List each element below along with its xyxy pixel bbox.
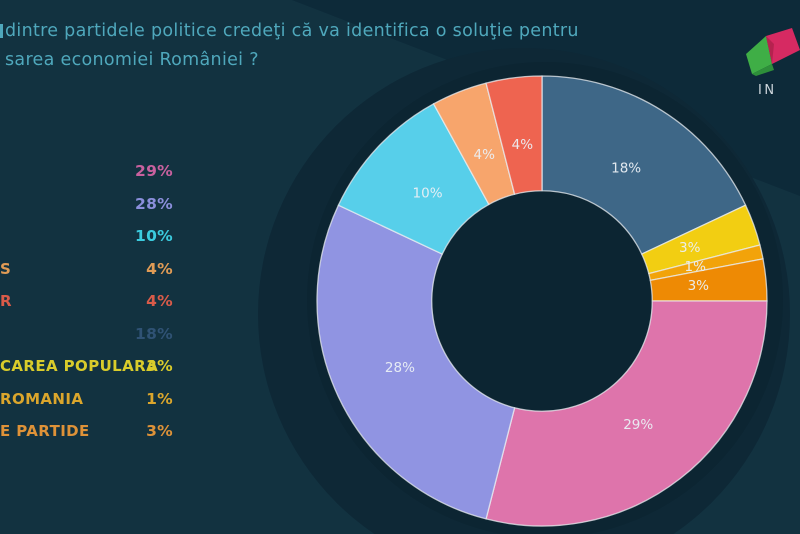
legend-percent: 3% (146, 357, 173, 376)
legend-row: 10% (0, 220, 176, 253)
slice-value-label: 4% (512, 137, 534, 153)
question-title: dintre partidele politice credeţi că va … (0, 17, 579, 75)
legend-percent: 4% (146, 259, 173, 278)
legend-percent: 3% (146, 422, 173, 441)
slice-value-label: 29% (623, 417, 653, 433)
slice-value-label: 28% (385, 360, 415, 376)
legend-row: S 4% (0, 253, 176, 286)
slice-value-label: 1% (685, 259, 707, 275)
legend-percent: 18% (134, 324, 173, 343)
donut-slice-29% (485, 300, 768, 527)
party-legend: 29% 28% 10% S 4% R 4% 18% CAREA POPULARA 3% ROMANI… (0, 155, 176, 448)
legend-row: E PARTIDE 3% (0, 415, 176, 448)
legend-percent: 28% (134, 194, 173, 213)
legend-percent: 4% (146, 292, 173, 311)
legend-label: E PARTIDE (0, 422, 90, 441)
legend-label: CAREA POPULARA (0, 357, 159, 376)
legend-row: ROMANIA 1% (0, 383, 176, 416)
legend-row: 28% (0, 188, 176, 221)
cube-logo-icon (746, 28, 800, 76)
logo-text: IN (758, 83, 777, 98)
title-line-2: sarea economiei României ? (5, 50, 259, 70)
legend-label: R (0, 292, 12, 311)
legend-label: ROMANIA (0, 389, 84, 408)
legend-row: 18% (0, 318, 176, 351)
cut-letter-fragment (0, 24, 3, 38)
slice-value-label: 3% (679, 240, 701, 256)
donut-slice-18% (541, 75, 747, 255)
donut-slice-28% (316, 204, 516, 520)
slice-value-label: 10% (413, 186, 443, 202)
legend-percent: 1% (146, 389, 173, 408)
title-line-1: dintre partidele politice credeţi că va … (5, 21, 579, 41)
slice-value-label: 18% (611, 160, 641, 176)
legend-row: CAREA POPULARA 3% (0, 350, 176, 383)
legend-label: S (0, 259, 12, 278)
legend-row: 29% (0, 155, 176, 188)
legend-percent: 10% (134, 227, 173, 246)
inscop-logo: IN (744, 24, 800, 98)
legend-percent: 29% (134, 162, 173, 181)
legend-row: R 4% (0, 285, 176, 318)
slice-value-label: 4% (473, 147, 495, 163)
slice-value-label: 3% (688, 278, 710, 294)
donut-slice-4% (485, 75, 543, 195)
